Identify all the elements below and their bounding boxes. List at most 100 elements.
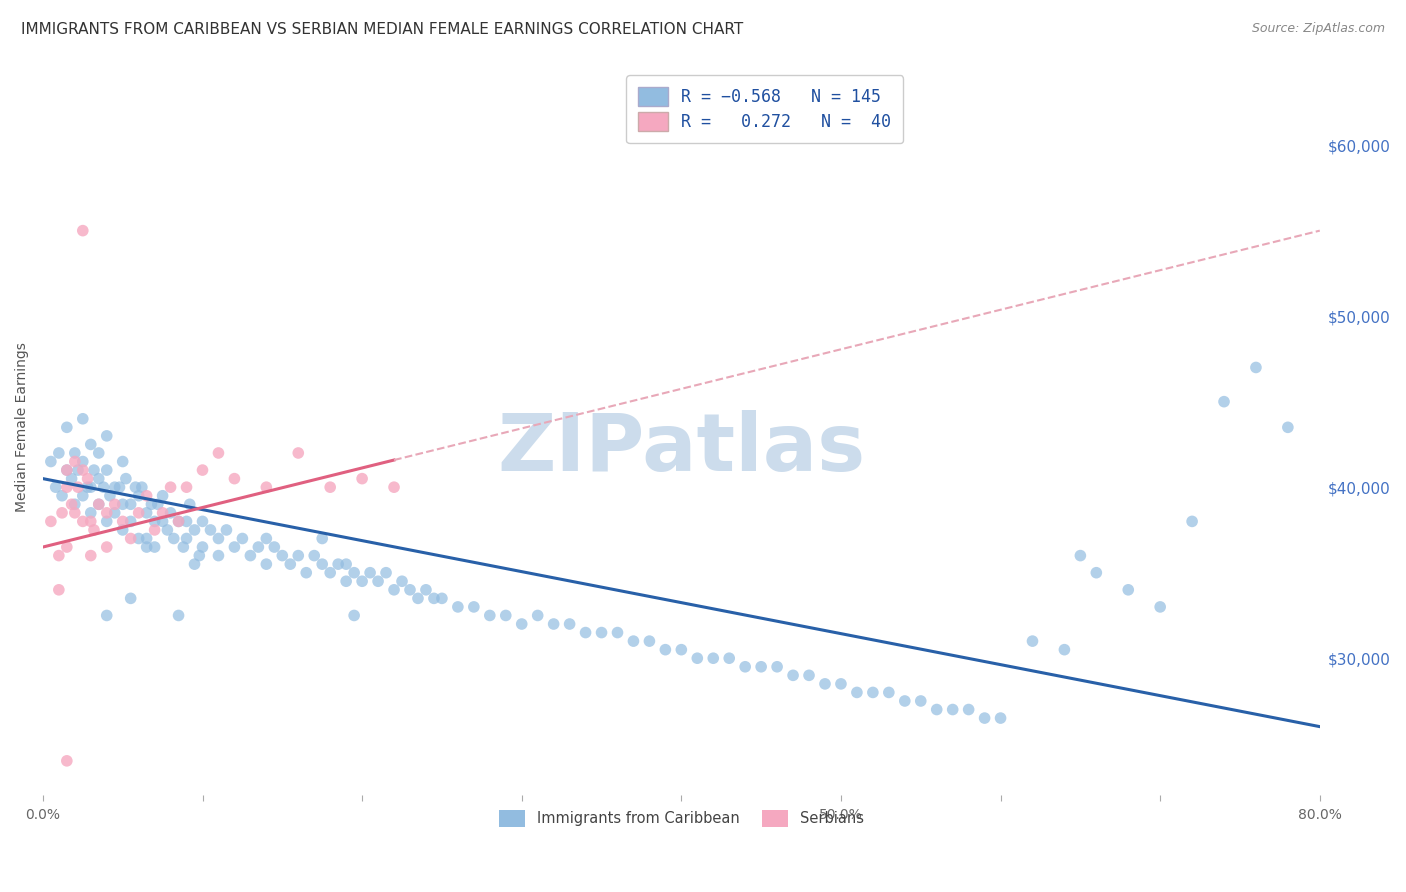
Point [115,472,138,486]
Point [111,515,134,529]
Point [143,523,166,537]
Point [526,608,548,623]
Point [131,480,153,494]
Point [39,515,62,529]
Point [702,651,724,665]
Point [591,625,613,640]
Point [80,506,103,520]
Point [200,523,222,537]
Point [942,702,965,716]
Point [574,625,596,640]
Point [104,480,127,494]
Point [120,515,142,529]
Point [72,454,94,468]
Point [56,463,79,477]
Point [80,549,103,563]
Point [128,489,150,503]
Point [877,685,900,699]
Point [1069,549,1091,563]
Point [814,677,837,691]
Point [957,702,980,716]
Point [83,523,105,537]
Point [167,608,190,623]
Point [423,591,446,606]
Point [623,634,645,648]
Point [111,454,134,468]
Point [76,480,98,494]
Point [87,497,110,511]
Point [558,617,581,632]
Point [766,660,789,674]
Point [87,446,110,460]
Point [66,463,89,477]
Point [263,540,285,554]
Point [782,668,804,682]
Point [141,497,163,511]
Point [56,754,79,768]
Point [108,480,131,494]
Point [80,515,103,529]
Point [367,574,389,589]
Point [254,557,277,571]
Point [60,472,83,486]
Point [382,480,405,494]
Point [1085,566,1108,580]
Point [76,472,98,486]
Point [382,582,405,597]
Point [973,711,995,725]
Point [463,599,485,614]
Point [239,549,262,563]
Point [98,489,121,503]
Point [215,523,238,537]
Point [72,411,94,425]
Point [328,557,350,571]
Point [159,506,181,520]
Point [152,506,174,520]
Point [104,506,127,520]
Point [191,463,214,477]
Point [51,506,73,520]
Point [352,574,374,589]
Point [56,540,79,554]
Point [654,642,676,657]
Point [51,489,73,503]
Point [183,523,205,537]
Text: Source: ZipAtlas.com: Source: ZipAtlas.com [1251,22,1385,36]
Point [990,711,1012,725]
Point [45,480,67,494]
Point [287,446,309,460]
Point [48,446,70,460]
Point [60,497,83,511]
Point [120,532,142,546]
Point [1149,599,1171,614]
Point [543,617,565,632]
Point [718,651,741,665]
Point [207,446,229,460]
Point [510,617,533,632]
Point [80,480,103,494]
Point [231,532,253,546]
Point [399,582,422,597]
Point [686,651,709,665]
Point [172,540,194,554]
Point [96,463,118,477]
Point [56,480,79,494]
Point [176,480,198,494]
Point [271,549,294,563]
Point [48,582,70,597]
Point [159,480,181,494]
Point [359,566,381,580]
Point [830,677,852,691]
Point [311,532,333,546]
Point [495,608,517,623]
Point [128,532,150,546]
Point [749,660,772,674]
Point [797,668,820,682]
Point [1116,582,1139,597]
Point [302,549,325,563]
Point [925,702,948,716]
Point [207,532,229,546]
Point [188,549,211,563]
Point [56,420,79,434]
Point [72,463,94,477]
